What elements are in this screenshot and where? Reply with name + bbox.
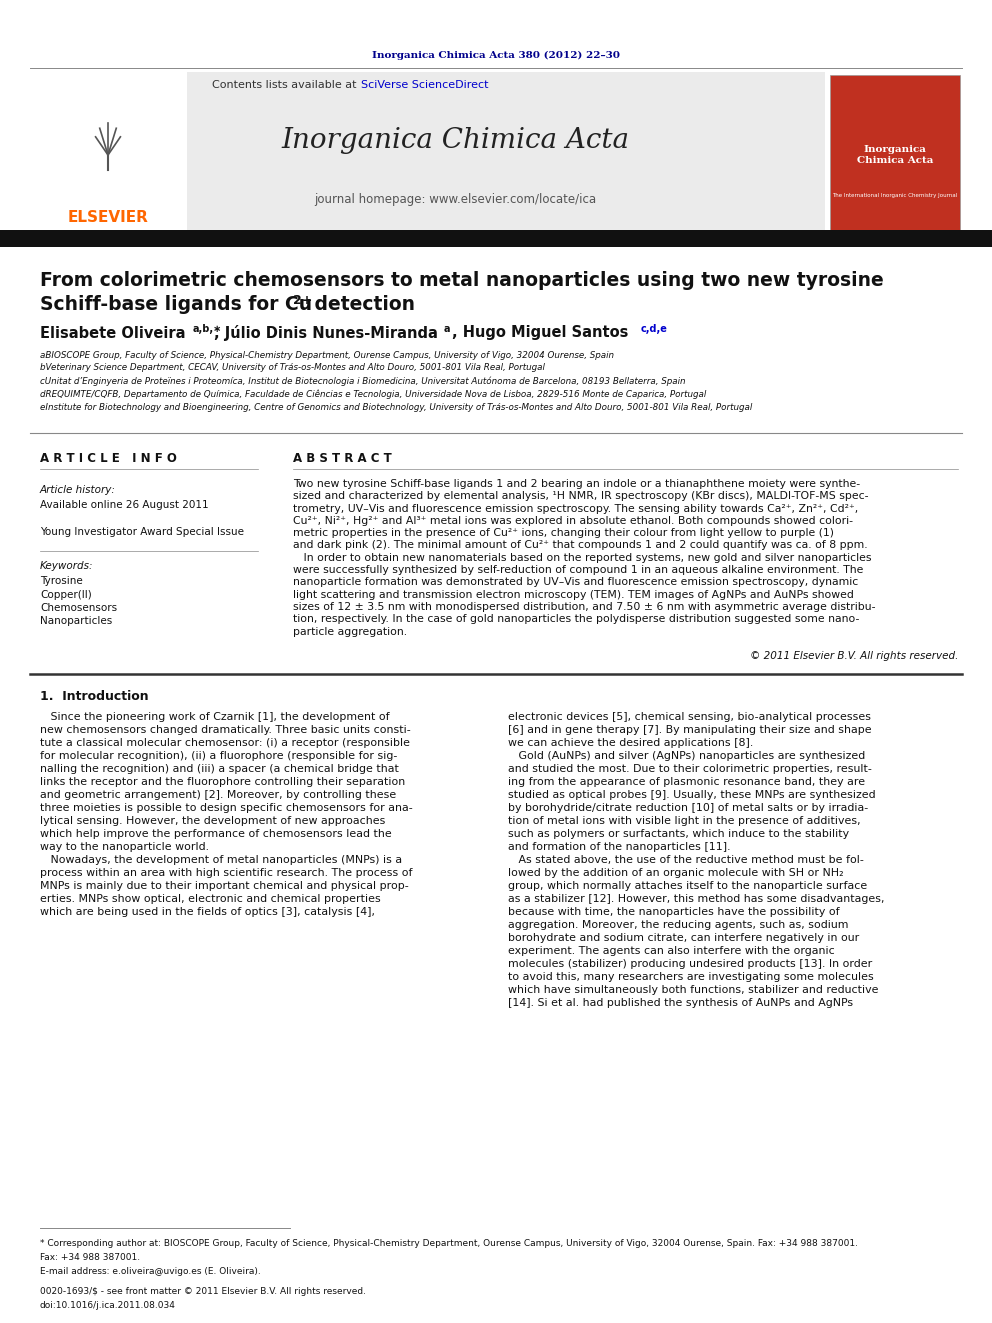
- Text: Since the pioneering work of Czarnik [1], the development of: Since the pioneering work of Czarnik [1]…: [40, 712, 390, 722]
- Text: Available online 26 August 2011: Available online 26 August 2011: [40, 500, 208, 509]
- Text: and geometric arrangement) [2]. Moreover, by controlling these: and geometric arrangement) [2]. Moreover…: [40, 790, 396, 800]
- Bar: [0, 230, 992, 247]
- Text: process within an area with high scientific research. The process of: process within an area with high scienti…: [40, 868, 413, 878]
- Text: Two new tyrosine Schiff-base ligands 1 and 2 bearing an indole or a thianaphthen: Two new tyrosine Schiff-base ligands 1 a…: [293, 479, 860, 490]
- Text: bVeterinary Science Department, CECAV, University of Trás-os-Montes and Alto Dou: bVeterinary Science Department, CECAV, U…: [40, 364, 545, 373]
- Text: eInstitute for Biotechnology and Bioengineering, Centre of Genomics and Biotechn: eInstitute for Biotechnology and Bioengi…: [40, 402, 752, 411]
- Text: molecules (stabilizer) producing undesired products [13]. In order: molecules (stabilizer) producing undesir…: [508, 959, 872, 968]
- Text: Young Investigator Award Special Issue: Young Investigator Award Special Issue: [40, 527, 244, 537]
- Text: sized and characterized by elemental analysis, ¹H NMR, IR spectroscopy (KBr disc: sized and characterized by elemental ana…: [293, 491, 869, 501]
- Text: borohydrate and sodium citrate, can interfere negatively in our: borohydrate and sodium citrate, can inte…: [508, 933, 859, 943]
- Text: aBIOSCOPE Group, Faculty of Science, Physical-Chemistry Department, Ourense Camp: aBIOSCOPE Group, Faculty of Science, Phy…: [40, 351, 614, 360]
- Text: studied as optical probes [9]. Usually, these MNPs are synthesized: studied as optical probes [9]. Usually, …: [508, 790, 876, 800]
- Text: ELSEVIER: ELSEVIER: [67, 210, 149, 225]
- Text: a,b,∗: a,b,∗: [193, 324, 222, 333]
- Text: such as polymers or surfactants, which induce to the stability: such as polymers or surfactants, which i…: [508, 830, 849, 839]
- Text: [6] and in gene therapy [7]. By manipulating their size and shape: [6] and in gene therapy [7]. By manipula…: [508, 725, 872, 736]
- Text: A B S T R A C T: A B S T R A C T: [293, 451, 392, 464]
- Text: ing from the appearance of plasmonic resonance band, they are: ing from the appearance of plasmonic res…: [508, 777, 865, 787]
- Text: Contents lists available at: Contents lists available at: [212, 79, 360, 90]
- Text: were successfully synthesized by self-reduction of compound 1 in an aqueous alka: were successfully synthesized by self-re…: [293, 565, 863, 576]
- Text: [14]. Si et al. had published the synthesis of AuNPs and AgNPs: [14]. Si et al. had published the synthe…: [508, 998, 853, 1008]
- Text: Schiff-base ligands for Cu: Schiff-base ligands for Cu: [40, 295, 312, 315]
- Text: MNPs is mainly due to their important chemical and physical prop-: MNPs is mainly due to their important ch…: [40, 881, 409, 890]
- Text: because with time, the nanoparticles have the possibility of: because with time, the nanoparticles hav…: [508, 908, 839, 917]
- Text: Inorganica
Chimica Acta: Inorganica Chimica Acta: [857, 144, 933, 165]
- Text: Nanoparticles: Nanoparticles: [40, 617, 112, 627]
- Text: E-mail address: e.oliveira@uvigo.es (E. Oliveira).: E-mail address: e.oliveira@uvigo.es (E. …: [40, 1266, 261, 1275]
- Text: journal homepage: www.elsevier.com/locate/ica: journal homepage: www.elsevier.com/locat…: [313, 193, 596, 206]
- Bar: [830, 75, 960, 230]
- Text: Keywords:: Keywords:: [40, 561, 93, 572]
- Text: nalling the recognition) and (iii) a spacer (a chemical bridge that: nalling the recognition) and (iii) a spa…: [40, 763, 399, 774]
- Text: Tyrosine: Tyrosine: [40, 576, 82, 586]
- Text: for molecular recognition), (ii) a fluorophore (responsible for sig-: for molecular recognition), (ii) a fluor…: [40, 751, 398, 761]
- Text: which are being used in the fields of optics [3], catalysis [4],: which are being used in the fields of op…: [40, 908, 375, 917]
- Text: cUnitat d’Enginyeria de Proteïnes i Proteomíca, Institut de Biotecnologia i Biom: cUnitat d’Enginyeria de Proteïnes i Prot…: [40, 376, 685, 386]
- Text: three moieties is possible to design specific chemosensors for ana-: three moieties is possible to design spe…: [40, 803, 413, 814]
- Text: , Júlio Dinis Nunes-Miranda: , Júlio Dinis Nunes-Miranda: [214, 325, 437, 341]
- Text: Chemosensors: Chemosensors: [40, 603, 117, 613]
- Text: sizes of 12 ± 3.5 nm with monodispersed distribution, and 7.50 ± 6 nm with asymm: sizes of 12 ± 3.5 nm with monodispersed …: [293, 602, 876, 613]
- Text: way to the nanoparticle world.: way to the nanoparticle world.: [40, 841, 209, 852]
- Text: 2+: 2+: [293, 294, 312, 307]
- Text: tute a classical molecular chemosensor: (i) a receptor (responsible: tute a classical molecular chemosensor: …: [40, 738, 410, 747]
- Text: which help improve the performance of chemosensors lead the: which help improve the performance of ch…: [40, 830, 392, 839]
- Text: Cu²⁺, Ni²⁺, Hg²⁺ and Al³⁺ metal ions was explored in absolute ethanol. Both comp: Cu²⁺, Ni²⁺, Hg²⁺ and Al³⁺ metal ions was…: [293, 516, 853, 527]
- Text: lowed by the addition of an organic molecule with SH or NH₂: lowed by the addition of an organic mole…: [508, 868, 843, 878]
- Text: lytical sensing. However, the development of new approaches: lytical sensing. However, the developmen…: [40, 816, 385, 826]
- Text: dREQUIMTE/CQFB, Departamento de Química, Faculdade de Ciências e Tecnologia, Uni: dREQUIMTE/CQFB, Departamento de Química,…: [40, 389, 706, 398]
- Text: Elisabete Oliveira: Elisabete Oliveira: [40, 325, 186, 340]
- Text: electronic devices [5], chemical sensing, bio-analytical processes: electronic devices [5], chemical sensing…: [508, 712, 871, 722]
- Text: 1.  Introduction: 1. Introduction: [40, 691, 149, 704]
- Text: SciVerse ScienceDirect: SciVerse ScienceDirect: [361, 79, 488, 90]
- Text: as a stabilizer [12]. However, this method has some disadvantages,: as a stabilizer [12]. However, this meth…: [508, 894, 885, 904]
- Bar: [30, 71, 825, 232]
- Text: c,d,e: c,d,e: [641, 324, 668, 333]
- Text: Copper(II): Copper(II): [40, 590, 91, 599]
- Text: particle aggregation.: particle aggregation.: [293, 627, 407, 636]
- Text: Gold (AuNPs) and silver (AgNPs) nanoparticles are synthesized: Gold (AuNPs) and silver (AgNPs) nanopart…: [508, 751, 865, 761]
- Text: Fax: +34 988 387001.: Fax: +34 988 387001.: [40, 1253, 140, 1262]
- Text: links the receptor and the fluorophore controlling their separation: links the receptor and the fluorophore c…: [40, 777, 406, 787]
- Text: light scattering and transmission electron microscopy (TEM). TEM images of AgNPs: light scattering and transmission electr…: [293, 590, 854, 599]
- Text: Inorganica Chimica Acta 380 (2012) 22–30: Inorganica Chimica Acta 380 (2012) 22–30: [372, 50, 620, 60]
- Text: and studied the most. Due to their colorimetric properties, result-: and studied the most. Due to their color…: [508, 763, 872, 774]
- Text: © 2011 Elsevier B.V. All rights reserved.: © 2011 Elsevier B.V. All rights reserved…: [750, 651, 958, 662]
- Text: a: a: [444, 324, 450, 333]
- Text: nanoparticle formation was demonstrated by UV–Vis and fluorescence emission spec: nanoparticle formation was demonstrated …: [293, 577, 858, 587]
- Text: Article history:: Article history:: [40, 486, 116, 495]
- Text: Nowadays, the development of metal nanoparticles (MNPs) is a: Nowadays, the development of metal nanop…: [40, 855, 402, 865]
- Text: new chemosensors changed dramatically. Three basic units consti-: new chemosensors changed dramatically. T…: [40, 725, 411, 736]
- Bar: [30, 71, 187, 232]
- Text: which have simultaneously both functions, stabilizer and reductive: which have simultaneously both functions…: [508, 986, 879, 995]
- Text: aggregation. Moreover, the reducing agents, such as, sodium: aggregation. Moreover, the reducing agen…: [508, 919, 848, 930]
- Text: * Corresponding author at: BIOSCOPE Group, Faculty of Science, Physical-Chemistr: * Corresponding author at: BIOSCOPE Grou…: [40, 1238, 858, 1248]
- Text: As stated above, the use of the reductive method must be fol-: As stated above, the use of the reductiv…: [508, 855, 864, 865]
- Text: by borohydride/citrate reduction [10] of metal salts or by irradia-: by borohydride/citrate reduction [10] of…: [508, 803, 868, 814]
- Text: to avoid this, many researchers are investigating some molecules: to avoid this, many researchers are inve…: [508, 972, 874, 982]
- Text: experiment. The agents can also interfere with the organic: experiment. The agents can also interfer…: [508, 946, 834, 957]
- Text: trometry, UV–Vis and fluorescence emission spectroscopy. The sensing ability tow: trometry, UV–Vis and fluorescence emissi…: [293, 504, 858, 513]
- Text: A R T I C L E   I N F O: A R T I C L E I N F O: [40, 451, 177, 464]
- Text: In order to obtain new nanomaterials based on the reported systems, new gold and: In order to obtain new nanomaterials bas…: [293, 553, 872, 562]
- Text: we can achieve the desired applications [8].: we can achieve the desired applications …: [508, 738, 753, 747]
- Text: , Hugo Miguel Santos: , Hugo Miguel Santos: [452, 325, 628, 340]
- Text: tion, respectively. In the case of gold nanoparticles the polydisperse distribut: tion, respectively. In the case of gold …: [293, 614, 859, 624]
- Text: doi:10.1016/j.ica.2011.08.034: doi:10.1016/j.ica.2011.08.034: [40, 1301, 176, 1310]
- Text: Inorganica Chimica Acta: Inorganica Chimica Acta: [281, 127, 629, 153]
- Text: erties. MNPs show optical, electronic and chemical properties: erties. MNPs show optical, electronic an…: [40, 894, 381, 904]
- Text: group, which normally attaches itself to the nanoparticle surface: group, which normally attaches itself to…: [508, 881, 867, 890]
- Text: and dark pink (2). The minimal amount of Cu²⁺ that compounds 1 and 2 could quant: and dark pink (2). The minimal amount of…: [293, 541, 868, 550]
- Text: detection: detection: [308, 295, 415, 315]
- Text: The International Inorganic Chemistry Journal: The International Inorganic Chemistry Jo…: [832, 193, 957, 197]
- Text: 0020-1693/$ - see front matter © 2011 Elsevier B.V. All rights reserved.: 0020-1693/$ - see front matter © 2011 El…: [40, 1286, 366, 1295]
- Text: metric properties in the presence of Cu²⁺ ions, changing their colour from light: metric properties in the presence of Cu²…: [293, 528, 834, 538]
- Text: tion of metal ions with visible light in the presence of additives,: tion of metal ions with visible light in…: [508, 816, 861, 826]
- Text: From colorimetric chemosensors to metal nanoparticles using two new tyrosine: From colorimetric chemosensors to metal …: [40, 270, 884, 290]
- Text: and formation of the nanoparticles [11].: and formation of the nanoparticles [11].: [508, 841, 730, 852]
